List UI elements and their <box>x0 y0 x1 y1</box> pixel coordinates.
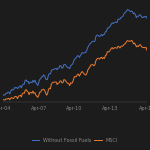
MSCI <box>4 99 6 101</box>
Without Fossil Fuels <box>2 94 4 95</box>
MSCI <box>2 99 4 100</box>
MSCI <box>146 50 148 51</box>
MSCI <box>78 75 80 77</box>
MSCI <box>103 57 104 58</box>
MSCI <box>122 45 124 47</box>
MSCI <box>50 83 52 85</box>
Without Fossil Fuels <box>122 15 124 17</box>
Without Fossil Fuels <box>60 65 62 67</box>
Without Fossil Fuels <box>127 9 129 10</box>
MSCI <box>60 80 62 82</box>
Legend: Without Fossil Fuels, MSCI: Without Fossil Fuels, MSCI <box>30 136 120 145</box>
Without Fossil Fuels <box>50 70 52 72</box>
Without Fossil Fuels <box>146 17 148 19</box>
MSCI <box>84 74 86 76</box>
Without Fossil Fuels <box>103 34 104 35</box>
MSCI <box>131 39 132 41</box>
Without Fossil Fuels <box>78 57 80 58</box>
Line: MSCI: MSCI <box>3 40 147 100</box>
Line: Without Fossil Fuels: Without Fossil Fuels <box>3 9 147 95</box>
Without Fossil Fuels <box>3 94 5 96</box>
Without Fossil Fuels <box>84 52 86 54</box>
